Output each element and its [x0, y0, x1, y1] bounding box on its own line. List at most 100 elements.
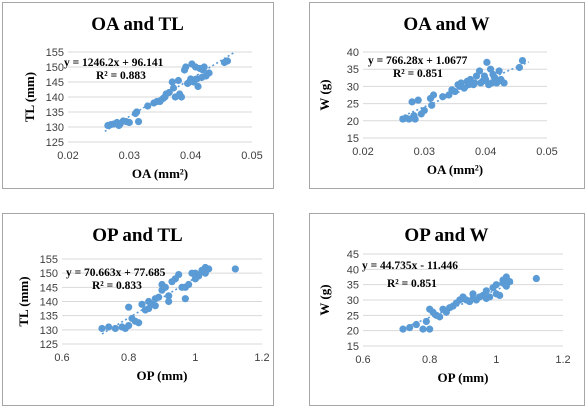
data-point — [406, 324, 414, 332]
data-point — [231, 265, 239, 273]
x-tick-label: 1.2 — [254, 352, 269, 364]
trendline — [399, 61, 529, 119]
x-tick-label: 0.8 — [422, 354, 437, 366]
r-squared-label: R² = 0.851 — [393, 68, 443, 80]
y-tick-label: 35 — [347, 64, 359, 76]
data-point — [496, 291, 504, 299]
y-tick-label: 125 — [46, 137, 64, 149]
data-point — [469, 294, 477, 303]
chart-panel-3: OP and TL 125 130 135 140 145 150 155 0.6 0.8 1 1.2… — [2, 213, 274, 406]
data-point — [422, 317, 430, 326]
chart-title: OA and W — [403, 14, 489, 35]
data-point — [169, 84, 178, 92]
x-tick-label: 0.04 — [475, 146, 496, 158]
r-squared-label: R² = 0.883 — [96, 70, 146, 82]
data-point — [436, 313, 444, 321]
x-tick-label: 0.03 — [414, 146, 435, 158]
y-tick-label: 155 — [46, 47, 64, 59]
data-point — [205, 69, 213, 77]
trendline-equation: y = 766.28x + 1.0677 — [368, 55, 468, 67]
y-tick-label: 15 — [347, 133, 359, 145]
x-tick-label: 0.8 — [121, 352, 136, 364]
data-point — [412, 320, 420, 329]
y-tick-label: 140 — [46, 92, 64, 104]
y-axis-label: TL (mm) — [22, 72, 37, 122]
data-point — [155, 293, 163, 301]
data-point — [177, 93, 186, 101]
data-point — [518, 57, 527, 65]
data-point — [98, 324, 106, 333]
trendline-equation: y = 1246.2x + 96.141 — [64, 57, 164, 69]
y-tick-label: 130 — [40, 325, 58, 337]
data-point — [428, 101, 436, 109]
x-axis-label: OA (mm²) — [132, 166, 188, 181]
y-tick-label: 25 — [347, 99, 359, 111]
data-point — [426, 325, 434, 333]
chart-frame — [2, 2, 274, 189]
y-tick-label: 155 — [40, 254, 58, 266]
data-point — [532, 274, 540, 283]
x-axis-label: OA (mm²) — [427, 162, 483, 177]
data-point — [165, 88, 173, 97]
data-point — [181, 283, 189, 291]
data-point — [105, 323, 113, 331]
y-tick-label: 135 — [40, 311, 58, 323]
chart-title: OP and TL — [92, 225, 182, 246]
data-point — [420, 106, 428, 115]
chart-panel-2: OA and W 15 20 25 30 35 40 0.02 0.03 0.04 0.05 OA (… — [309, 2, 585, 189]
data-point — [144, 102, 152, 110]
data-point — [133, 108, 141, 116]
x-tick-label: 0.02 — [352, 146, 373, 158]
data-point — [205, 265, 213, 273]
trendline-equation: y = 70.663x + 77.685 — [66, 267, 166, 279]
data-point — [471, 79, 479, 87]
data-point — [515, 63, 524, 72]
y-tick-label: 150 — [40, 268, 58, 280]
data-point — [419, 325, 427, 333]
y-tick-label: 135 — [46, 107, 64, 119]
data-point — [506, 278, 514, 286]
x-tick-label: 1.2 — [555, 354, 570, 366]
x-tick-label: 0.04 — [180, 150, 201, 162]
chart-panel-4: OP and W 15 20 25 30 35 40 45 0.6 0.8 1 1.2 OP (mm) W… — [309, 213, 585, 406]
data-point — [125, 321, 133, 330]
y-tick-label: 125 — [40, 339, 58, 351]
data-point — [151, 302, 159, 310]
data-point — [165, 292, 173, 300]
data-point — [495, 67, 503, 75]
data-point — [134, 118, 143, 126]
data-point — [500, 79, 508, 87]
data-point — [194, 82, 202, 91]
data-point — [223, 57, 232, 65]
data-point — [200, 63, 208, 71]
chart-title: OP and W — [404, 225, 488, 246]
y-tick-label: 30 — [347, 295, 359, 307]
y-axis-label: W (g) — [317, 284, 332, 315]
y-tick-label: 145 — [46, 77, 64, 89]
y-tick-label: 20 — [347, 116, 359, 128]
x-axis-label: OP (mm) — [137, 368, 188, 383]
trendline-equation: y = 44.735x - 11.446 — [362, 260, 458, 272]
x-tick-label: 0.05 — [241, 150, 262, 162]
data-point — [475, 67, 484, 75]
y-tick-label: 15 — [347, 341, 359, 353]
data-point — [182, 63, 190, 71]
y-tick-label: 150 — [46, 62, 64, 74]
data-point — [161, 283, 169, 291]
y-tick-label: 30 — [347, 81, 359, 93]
r-squared-label: R² = 0.833 — [92, 280, 142, 292]
data-point — [181, 295, 189, 303]
data-point — [174, 76, 182, 85]
chart-panel-1: OA and TL 125 130 135 140 145 150 155 0.02 0.03 0.… — [2, 2, 274, 189]
y-tick-label: 145 — [40, 282, 58, 294]
data-point — [175, 270, 183, 279]
x-axis-label: OP (mm) — [438, 370, 489, 385]
data-point — [482, 287, 490, 295]
data-point — [492, 281, 500, 289]
x-tick-label: 0.6 — [54, 352, 69, 364]
data-point — [125, 118, 133, 127]
data-point — [111, 324, 119, 333]
x-tick-label: 0.05 — [536, 146, 557, 158]
x-tick-label: 0.02 — [57, 150, 78, 162]
